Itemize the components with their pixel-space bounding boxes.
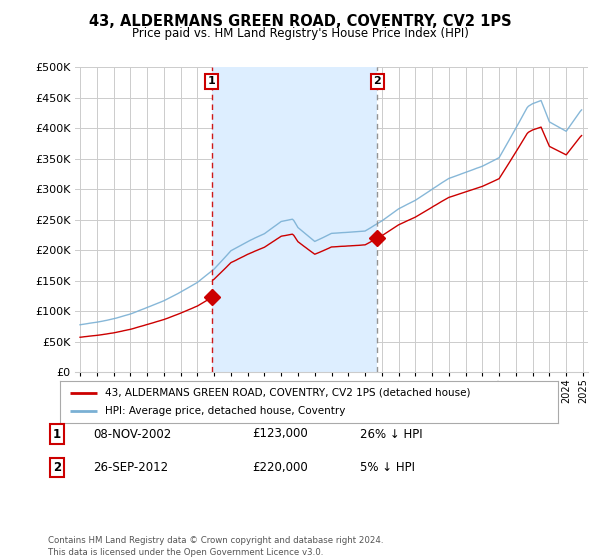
Text: 2: 2 — [374, 76, 382, 86]
Text: £123,000: £123,000 — [252, 427, 308, 441]
Text: 43, ALDERMANS GREEN ROAD, COVENTRY, CV2 1PS: 43, ALDERMANS GREEN ROAD, COVENTRY, CV2 … — [89, 14, 511, 29]
Text: 2: 2 — [53, 461, 61, 474]
Text: 26-SEP-2012: 26-SEP-2012 — [93, 461, 168, 474]
Text: 26% ↓ HPI: 26% ↓ HPI — [360, 427, 422, 441]
Text: 5% ↓ HPI: 5% ↓ HPI — [360, 461, 415, 474]
Text: Price paid vs. HM Land Registry's House Price Index (HPI): Price paid vs. HM Land Registry's House … — [131, 27, 469, 40]
Bar — [212, 67, 377, 372]
Text: HPI: Average price, detached house, Coventry: HPI: Average price, detached house, Cove… — [105, 406, 345, 416]
Text: 1: 1 — [208, 76, 215, 86]
Text: 1: 1 — [53, 427, 61, 441]
Text: 43, ALDERMANS GREEN ROAD, COVENTRY, CV2 1PS (detached house): 43, ALDERMANS GREEN ROAD, COVENTRY, CV2 … — [105, 388, 470, 398]
Text: Contains HM Land Registry data © Crown copyright and database right 2024.
This d: Contains HM Land Registry data © Crown c… — [48, 536, 383, 557]
Text: £220,000: £220,000 — [252, 461, 308, 474]
Text: 08-NOV-2002: 08-NOV-2002 — [93, 427, 171, 441]
